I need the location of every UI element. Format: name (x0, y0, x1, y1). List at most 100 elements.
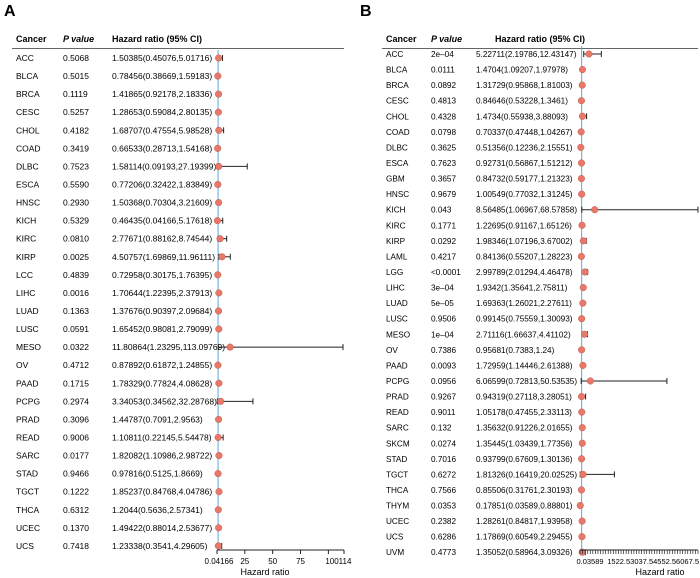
a-row-pvalue: 0.9006 (63, 432, 89, 442)
b-row-hr-ci: 1.4734(0.55938,3.88093) (476, 112, 568, 121)
b-row-hr-ci: 6.06599(0.72813,50.53535) (476, 377, 577, 386)
b-hr-point (578, 112, 587, 120)
b-row-pvalue: 0.7386 (431, 346, 456, 355)
a-row-hr-ci: 1.10811(0.22145,5.54478) (112, 432, 212, 442)
b-hr-point (578, 517, 586, 525)
b-row-hr-ci: 2.71116(1.66637,4.41102) (476, 330, 571, 339)
b-row-cancer: LAML (386, 252, 408, 261)
a-row-pvalue: 0.0810 (63, 234, 89, 244)
b-row-pvalue: 5e–05 (431, 299, 454, 308)
a-hr-point (214, 307, 223, 315)
b-row-pvalue: 0.1771 (431, 221, 456, 230)
b-hr-point (579, 237, 587, 245)
b-row-cancer: PCPG (386, 377, 409, 386)
b-hr-point (579, 470, 587, 478)
a-hr-point (215, 289, 223, 297)
b-x-tick-label: 1522.53037.54552.56067.5 (607, 557, 699, 566)
b-row-hr-ci: 0.70337(0.47448,1.04267) (476, 128, 573, 137)
b-row-hr-ci: 0.93799(0.67609,1.30136) (476, 455, 573, 464)
b-row-hr-ci: 0.84136(0.55207,1.28223) (476, 252, 573, 261)
b-row-cancer: LGG (386, 268, 403, 277)
panel-b-rows: ACC 2e–04 5.22711(2.19786,12.43147) BLCA 0.0… (386, 50, 577, 557)
a-row-hr-ci: 1.70644(1.22395,2.37913) (112, 288, 212, 298)
b-row-cancer: TGCT (386, 470, 408, 479)
b-row-pvalue: 0.9011 (431, 408, 456, 417)
b-row-pvalue: 0.7566 (431, 486, 456, 495)
a-row-hr-ci: 3.34053(0.34562,32.28768) (112, 396, 217, 406)
b-row-cancer: KIRC (386, 221, 406, 230)
a-hr-point (214, 271, 222, 279)
a-x-tick-label: 50 (268, 557, 277, 566)
a-row-cancer: ACC (16, 53, 34, 63)
a-hr-point (215, 524, 223, 532)
b-row-hr-ci: 0.92731(0.56867,1.51212) (476, 159, 573, 168)
a-row-hr-ci: 1.37676(0.90397,2.09684) (112, 306, 212, 316)
b-hr-point (577, 175, 585, 183)
b-hr-point (577, 128, 585, 136)
a-row-pvalue: 0.0322 (63, 342, 89, 352)
a-row-cancer: STAD (16, 469, 38, 479)
a-row-pvalue: 0.0177 (63, 451, 89, 461)
b-hr-point (578, 221, 586, 229)
b-hr-point (578, 455, 586, 463)
panel-a-plot: 0.04166 25 50 75 100114 (205, 50, 352, 566)
b-row-cancer: BRCA (386, 81, 409, 90)
b-row-cancer: ESCA (386, 159, 409, 168)
b-hr-point (578, 66, 587, 74)
b-row-hr-ci: 0.85506(0.31761,2.30193) (476, 486, 573, 495)
b-hr-point (577, 252, 585, 260)
b-row-cancer: PRAD (386, 393, 409, 402)
b-row-cancer: KIRP (386, 237, 406, 246)
b-row-pvalue: 0.0956 (431, 377, 456, 386)
b-row-pvalue: 0.4217 (431, 252, 456, 261)
a-row-hr-ci: 2.77671(0.88162,8.74544) (112, 234, 212, 244)
b-row-pvalue: 0.0353 (431, 502, 456, 511)
panel-b-header-hr: Hazard ratio (95% CI) (495, 34, 585, 44)
b-row-pvalue: 0.4773 (431, 548, 456, 557)
a-row-cancer: KIRC (16, 234, 36, 244)
b-row-cancer: MESO (386, 330, 410, 339)
a-hr-point (214, 180, 222, 189)
b-row-hr-ci: 1.31729(0.95868,1.81003) (476, 81, 573, 90)
b-row-hr-ci: 1.17869(0.60549,2.29455) (476, 533, 573, 542)
b-row-hr-ci: 0.99145(0.75559,1.30093) (476, 315, 573, 324)
b-row-hr-ci: 1.35445(1.03439,1.77356) (476, 439, 573, 448)
b-hr-point (577, 159, 586, 167)
b-row-hr-ci: 1.69363(1.26021,2.27611) (476, 299, 572, 308)
b-row-hr-ci: 1.72959(1.14446,2.61388) (476, 361, 573, 370)
b-row-pvalue: 0.3625 (431, 143, 456, 152)
b-hr-point (576, 501, 584, 510)
a-row-pvalue: 0.4182 (63, 125, 89, 135)
a-row-hr-ci: 0.66533(0.28713,1.54168) (112, 143, 212, 153)
b-hr-point (578, 315, 586, 323)
b-row-cancer: UCEC (386, 517, 409, 526)
a-row-hr-ci: 0.97816(0.5125,1.8669) (112, 469, 203, 479)
b-row-pvalue: 1e–04 (431, 330, 454, 339)
a-hr-point (215, 488, 223, 496)
a-row-pvalue: 0.6312 (63, 505, 89, 515)
a-hr-point (214, 108, 222, 116)
a-hr-point (215, 325, 223, 333)
b-hr-point (579, 284, 587, 292)
b-hr-point (577, 97, 585, 105)
b-row-cancer: ACC (386, 50, 403, 59)
b-hr-point (577, 486, 585, 494)
b-row-pvalue: 0.6272 (431, 470, 456, 479)
a-row-cancer: KIRP (16, 252, 36, 262)
a-row-cancer: OV (16, 360, 29, 370)
a-row-pvalue: 0.5590 (63, 179, 89, 189)
b-row-hr-ci: 1.81326(0.16419,20.02525) (476, 470, 577, 479)
b-hr-point (578, 424, 586, 432)
b-row-cancer: COAD (386, 128, 410, 137)
b-row-pvalue: 0.3657 (431, 175, 456, 184)
a-row-pvalue: 0.2930 (63, 198, 89, 208)
b-row-cancer: DLBC (386, 143, 408, 152)
a-hr-point (214, 361, 222, 369)
a-row-cancer: HNSC (16, 198, 40, 208)
a-row-cancer: ESCA (16, 179, 39, 189)
a-row-cancer: LIHC (16, 288, 35, 298)
a-hr-point (214, 470, 222, 478)
a-row-pvalue: 0.5329 (63, 216, 89, 226)
a-row-cancer: SARC (16, 451, 40, 461)
